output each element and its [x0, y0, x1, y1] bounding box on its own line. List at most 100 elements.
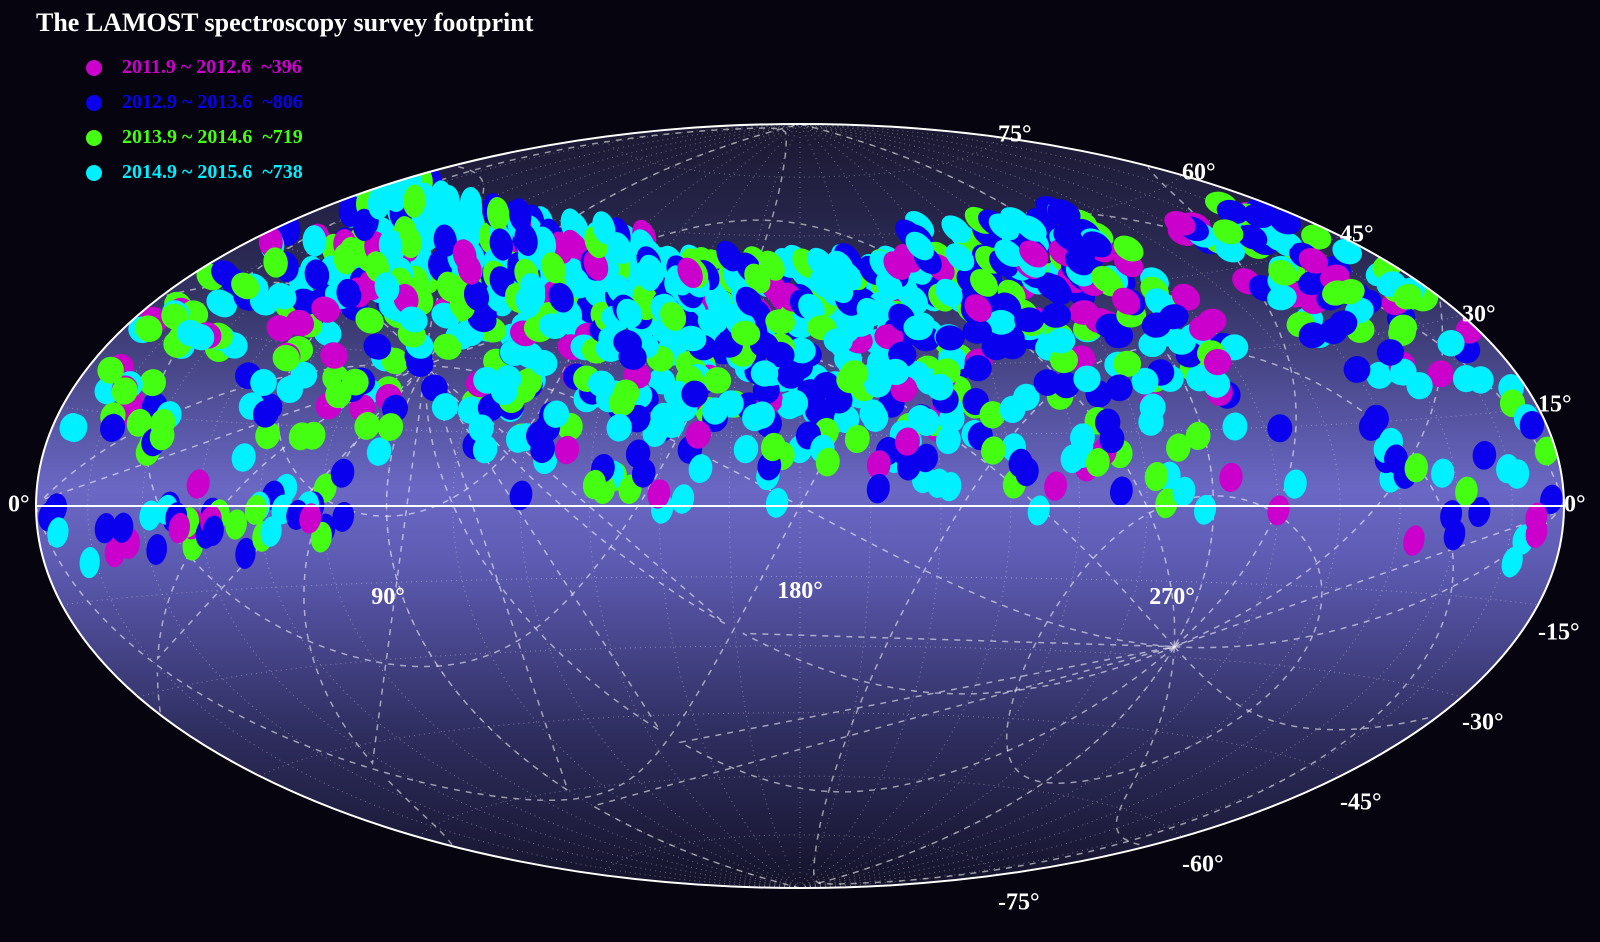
- survey-plate: [355, 307, 384, 334]
- survey-plate: [168, 512, 191, 544]
- survey-plate: [176, 319, 205, 347]
- lat-label-75s: -75°: [998, 890, 1040, 916]
- survey-plate: [250, 369, 277, 396]
- survey-plate: [1335, 279, 1365, 305]
- survey-plate: [249, 289, 278, 316]
- survey-plate: [1015, 457, 1039, 487]
- survey-plate: [463, 280, 490, 311]
- survey-plate: [825, 386, 853, 414]
- survey-plate: [1376, 339, 1405, 366]
- survey-plate: [994, 239, 1024, 267]
- survey-plate: [126, 408, 152, 437]
- survey-plate: [1060, 444, 1085, 474]
- survey-plate: [235, 537, 256, 569]
- lat-label-15n: 15°: [1538, 392, 1572, 418]
- survey-plate: [1358, 412, 1384, 441]
- survey-plate: [520, 273, 546, 304]
- survey-plate: [1041, 302, 1072, 328]
- survey-plate: [1113, 350, 1142, 377]
- survey-plate: [592, 211, 616, 245]
- survey-plate: [1085, 448, 1110, 477]
- survey-plate: [941, 215, 971, 244]
- survey-plate: [363, 333, 392, 360]
- survey-plate: [1404, 453, 1429, 483]
- survey-plate: [895, 427, 920, 456]
- survey-plate: [111, 512, 134, 543]
- legend-dot-icon: [86, 164, 102, 181]
- survey-plate: [1070, 423, 1095, 452]
- survey-plate: [866, 450, 891, 479]
- survey-plate: [530, 434, 555, 464]
- survey-plate: [903, 315, 933, 341]
- secondary-meridian: [385, 777, 453, 846]
- survey-plate: [749, 401, 776, 429]
- lat-label-60s: -60°: [1182, 852, 1224, 878]
- survey-plate: [367, 186, 391, 220]
- survey-plate: [1216, 199, 1249, 224]
- survey-plate: [499, 339, 528, 367]
- survey-plate: [433, 333, 462, 360]
- survey-plate: [999, 395, 1026, 423]
- secondary-meridian: [166, 281, 726, 625]
- survey-plate: [1222, 412, 1248, 441]
- survey-plate: [836, 366, 864, 394]
- survey-plate: [1390, 358, 1417, 386]
- survey-plate: [681, 380, 709, 408]
- survey-plate: [1267, 495, 1290, 526]
- survey-plate: [1068, 300, 1099, 325]
- legend: 2011.9 ~ 2012.6 ~396 2012.9 ~ 2013.6 ~80…: [86, 50, 303, 190]
- survey-plate: [1073, 365, 1101, 393]
- survey-plate: [1112, 287, 1141, 315]
- legend-label: 2013.9 ~ 2014.6 ~719: [122, 126, 303, 148]
- survey-plate: [1270, 209, 1302, 235]
- survey-plate: [468, 414, 494, 443]
- survey-plate: [582, 469, 606, 500]
- survey-plate: [1236, 224, 1268, 250]
- survey-plate: [613, 329, 642, 356]
- survey-plate: [1468, 497, 1491, 527]
- survey-plate: [608, 389, 636, 417]
- survey-plate: [1194, 494, 1217, 525]
- survey-plate: [299, 503, 322, 534]
- survey-plate: [509, 480, 533, 511]
- survey-plate: [366, 437, 392, 466]
- survey-plate: [631, 458, 656, 488]
- survey-plate: [1267, 414, 1293, 443]
- survey-plate: [543, 400, 570, 428]
- survey-plate: [1343, 356, 1371, 383]
- survey-plate: [529, 349, 558, 377]
- survey-plate: [302, 225, 327, 257]
- survey-plate: [514, 223, 538, 256]
- survey-plate: [781, 389, 809, 417]
- survey-plate: [1166, 433, 1191, 462]
- survey-plate: [1472, 440, 1497, 470]
- parallel-line: [138, 645, 1462, 698]
- meridian-line: [799, 124, 1459, 888]
- survey-plate: [186, 469, 210, 499]
- survey-plate: [1033, 369, 1061, 396]
- survey-plate: [1437, 329, 1465, 357]
- survey-plate: [697, 309, 728, 335]
- survey-plate: [336, 278, 362, 309]
- survey-plate: [856, 297, 884, 327]
- survey-plate: [231, 443, 256, 472]
- survey-plate: [489, 228, 513, 261]
- survey-plate: [100, 413, 126, 442]
- survey-plate: [62, 414, 88, 443]
- survey-plate: [1109, 476, 1133, 506]
- survey-plate: [798, 293, 825, 323]
- survey-plate: [431, 393, 458, 421]
- survey-plate: [1501, 546, 1523, 578]
- survey-plate: [685, 420, 711, 449]
- survey-plate: [815, 447, 840, 477]
- survey-plate: [1298, 247, 1329, 274]
- survey-plate: [1496, 454, 1520, 484]
- survey-plate: [139, 500, 162, 531]
- survey-plate: [276, 375, 304, 404]
- survey-plate: [1044, 471, 1068, 501]
- survey-plate: [702, 397, 729, 425]
- survey-plate: [1016, 215, 1047, 242]
- survey-plate: [588, 370, 616, 398]
- survey-plate: [352, 208, 376, 242]
- survey-plate: [554, 435, 580, 465]
